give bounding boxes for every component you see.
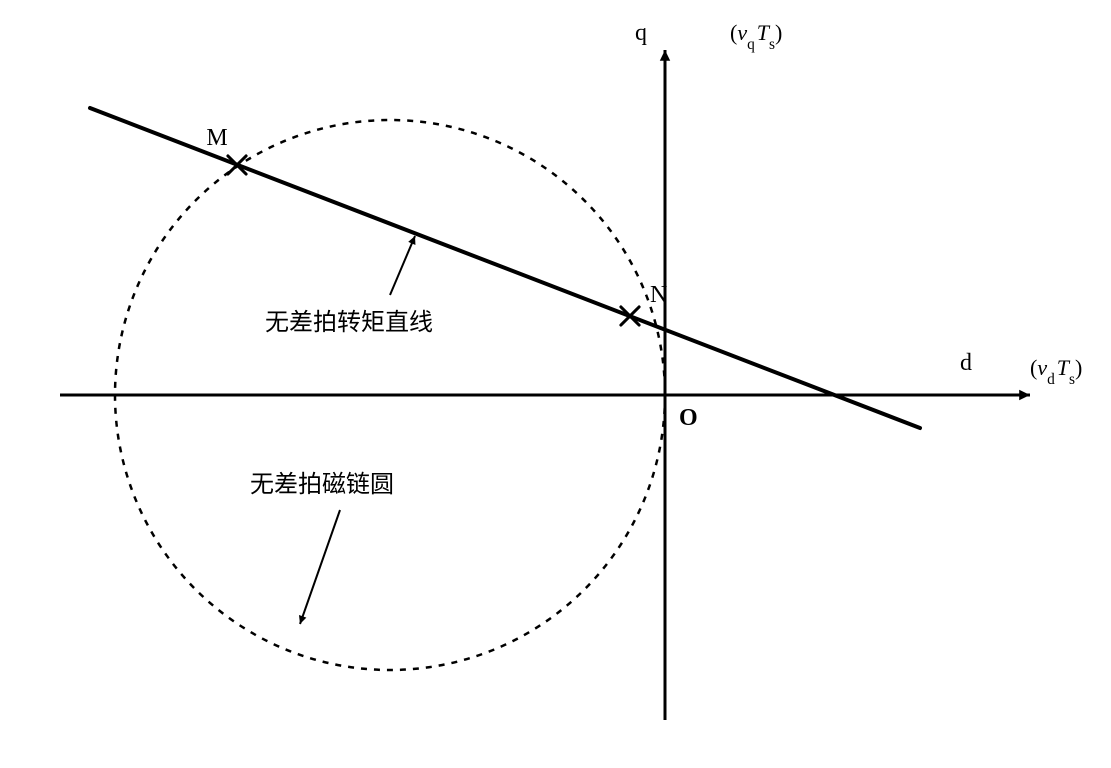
point-n-label: N: [650, 282, 667, 308]
torque-line-label: 无差拍转矩直线: [265, 309, 433, 336]
origin-label: O: [679, 405, 698, 431]
d-axis-label: d: [960, 350, 972, 376]
diagram-canvas: MNOq(vqTs)d(vdTs)无差拍转矩直线无差拍磁链圆: [0, 0, 1111, 768]
q-axis-label: q: [635, 20, 647, 46]
flux-circle-label: 无差拍磁链圆: [250, 471, 394, 498]
point-m-label: M: [206, 125, 227, 151]
background: [0, 0, 1111, 768]
